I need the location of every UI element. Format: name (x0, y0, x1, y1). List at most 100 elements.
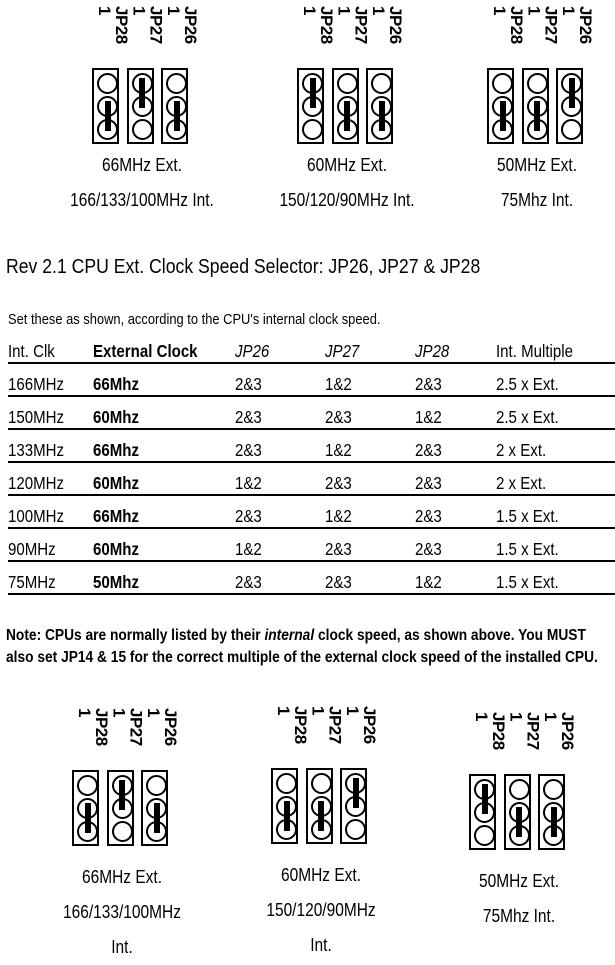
jumper-shunt-icon (104, 101, 111, 131)
caption-line: 66MHz Ext. (101, 155, 182, 175)
jumper-label: JP28 1 (75, 708, 111, 746)
pin-3-icon (474, 825, 495, 846)
cell-jp28: 2&3 (415, 461, 496, 495)
jumper-block-jp28 (271, 768, 298, 844)
jumper-block-jp26 (141, 770, 168, 846)
pin-1-icon (508, 779, 530, 800)
note-emphasis: internal (264, 627, 315, 644)
jumper-shunt-icon (119, 780, 125, 810)
section-heading: Rev 2.1 CPU Ext. Clock Speed Selector: J… (6, 255, 481, 278)
pin-1-icon (310, 773, 332, 794)
pin-1-icon (276, 773, 297, 794)
cell-int-multiple: 1.5 x Ext. (495, 560, 615, 595)
jumper-label: JP26 1 (559, 6, 595, 44)
pin-1-icon (526, 73, 548, 94)
jumper-shunt-icon (318, 801, 324, 831)
caption-line: 66MHz Ext. (81, 867, 163, 887)
note-paragraph: Note: CPUs are normally listed by their … (6, 625, 615, 669)
jumper-block-jp27 (503, 774, 531, 850)
caption-line: Int. (111, 937, 133, 958)
cell-external-clock: 50Mhz (93, 560, 235, 595)
jumper-block-jp27 (106, 770, 134, 846)
jumper-label: JP26 1 (541, 712, 577, 750)
section-subheading: Set these as shown, according to the CPU… (8, 311, 381, 328)
jumper-label: JP27 1 (334, 6, 371, 44)
cell-int-multiple: 2.5 x Ext. (495, 362, 615, 396)
cell-jp26: 1&2 (234, 527, 325, 561)
pin-3-icon (111, 821, 133, 842)
cell-jp28: 2&3 (415, 428, 496, 462)
jumper-shunt-icon (352, 778, 359, 808)
table-row: 100MHz 66Mhz 2&3 1&2 2&3 1.5 x Ext. (8, 494, 615, 528)
jumper-shunt-icon (84, 803, 91, 833)
pin-1-icon (146, 775, 167, 796)
cell-external-clock: 60Mhz (93, 395, 235, 429)
cell-int-multiple: 2 x Ext. (495, 461, 615, 495)
jumper-label: JP28 1 (490, 6, 526, 44)
cell-int-multiple: 2.5 x Ext. (495, 395, 615, 429)
header-external-clock: External Clock (93, 341, 198, 361)
cell-jp28: 2&3 (415, 527, 496, 561)
pin-1-icon (336, 73, 358, 94)
pin-1-icon (371, 73, 392, 94)
caption-line: 60MHz Ext. (306, 155, 387, 175)
jumper-block-jp28 (92, 68, 119, 144)
cell-external-clock: 60Mhz (93, 527, 235, 561)
jumper-shunt-icon (139, 78, 145, 108)
jumper-block-jp28 (487, 68, 514, 144)
jumper-label: JP27 1 (129, 6, 166, 44)
pin-3-icon (302, 119, 323, 140)
cell-jp26: 2&3 (234, 560, 325, 595)
header-int-clk: Int. Clk (8, 341, 55, 361)
jumper-block-jp27 (331, 68, 359, 144)
diagram-caption: 66MHz Ext. 166/133/100MHz Int. (70, 148, 214, 218)
cell-jp26: 2&3 (234, 494, 325, 528)
cell-int-clk: 100MHz (8, 494, 94, 528)
cell-jp28: 2&3 (415, 362, 496, 396)
jumper-label: JP27 1 (506, 712, 543, 750)
cell-jp26: 2&3 (234, 362, 325, 396)
table-row: 75MHz 50Mhz 2&3 2&3 1&2 1.5 x Ext. (8, 560, 615, 595)
caption-line: 166/133/100MHz Int. (70, 190, 214, 211)
note-label: Note: (6, 627, 42, 644)
header-jp27: JP27 (324, 341, 360, 361)
jumper-label: JP27 1 (308, 706, 345, 744)
cell-jp27: 1&2 (324, 494, 416, 528)
table-row: 90MHz 60Mhz 1&2 2&3 2&3 1.5 x Ext. (8, 527, 615, 561)
cell-int-multiple: 1.5 x Ext. (495, 527, 615, 561)
pin-1-icon (77, 775, 98, 796)
jumper-shunt-icon (534, 101, 540, 131)
cell-jp26: 2&3 (234, 395, 325, 429)
pin-3-icon (131, 119, 153, 140)
cell-int-clk: 133MHz (8, 428, 94, 462)
cell-jp27: 2&3 (324, 560, 416, 595)
header-jp26: JP26 (234, 341, 269, 361)
pin-3-icon (561, 119, 582, 140)
jumper-shunt-icon (550, 807, 557, 837)
table-row: 120MHz 60Mhz 1&2 2&3 2&3 2 x Ext. (8, 461, 615, 495)
jumper-block-jp26 (340, 768, 367, 844)
jumper-block-jp27 (126, 68, 154, 144)
jumper-label: JP27 1 (524, 6, 561, 44)
cell-int-multiple: 1.5 x Ext. (495, 494, 615, 528)
jumper-label: JP26 1 (144, 708, 180, 746)
jumper-label: JP26 1 (164, 6, 200, 44)
table-header-row: Int. Clk External Clock JP26 JP27 JP28 I… (8, 336, 615, 363)
table-row: 150MHz 60Mhz 2&3 2&3 1&2 2.5 x Ext. (8, 395, 615, 429)
jumper-shunt-icon (344, 101, 350, 131)
cell-jp28: 1&2 (415, 560, 496, 595)
caption-line: 75Mhz Int. (500, 190, 574, 211)
clock-speed-table: Int. Clk External Clock JP26 JP27 JP28 I… (8, 336, 615, 595)
jumper-shunt-icon (153, 803, 160, 833)
diagram-caption: 50MHz Ext. 75Mhz Int. (497, 148, 577, 218)
jumper-block-jp26 (366, 68, 393, 144)
cell-jp27: 2&3 (324, 395, 416, 429)
cell-jp27: 1&2 (324, 428, 416, 462)
jumper-shunt-icon (283, 801, 290, 831)
cell-jp26: 1&2 (234, 461, 325, 495)
note-text-continued: clock speed, as shown above. You MUST al… (6, 627, 598, 666)
note-text: CPUs are normally listed by their (41, 627, 265, 644)
caption-line: 150/120/90MHz (266, 900, 376, 921)
pin-1-icon (166, 73, 187, 94)
jumper-shunt-icon (481, 784, 488, 814)
